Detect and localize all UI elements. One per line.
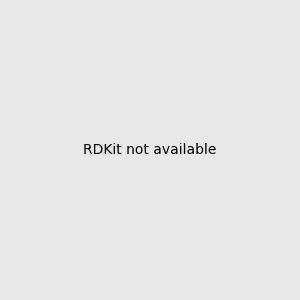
Text: RDKit not available: RDKit not available [83,143,217,157]
